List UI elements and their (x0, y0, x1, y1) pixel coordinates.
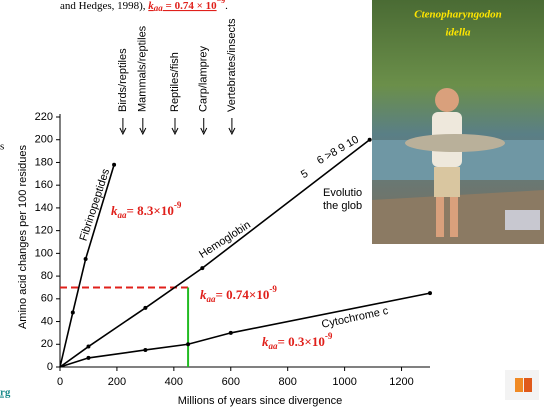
data-point (84, 257, 88, 261)
logo-block (524, 378, 532, 392)
event-label: Mammals/reptiles (137, 25, 149, 112)
annotation-sup: -9 (174, 200, 182, 210)
header: and Hedges, 1998), kaa = 0.74 × 10−9. (60, 0, 228, 13)
photo-box (505, 210, 540, 230)
line-note: Evolutio (323, 187, 362, 199)
x-tick-label: 200 (108, 376, 126, 388)
event-label: Carp/lamprey (198, 45, 210, 112)
series-line (60, 293, 430, 367)
annotation-text: = 0.74×10 (216, 287, 270, 302)
y-tick-label: 180 (35, 156, 53, 168)
x-tick-label: 1000 (332, 376, 356, 388)
rate-annotation: kaa= 0.3×10-9 (262, 331, 333, 351)
y-tick-label: 40 (41, 315, 53, 327)
x-tick-label: 800 (279, 376, 297, 388)
x-axis-label: Millions of years since divergence (178, 395, 342, 407)
photo-fish (405, 134, 505, 152)
rate-annotation: kaa= 8.3×10-9 (111, 200, 182, 220)
data-point (368, 138, 372, 142)
photo-caption: Ctenopharyngodon (414, 9, 501, 21)
page: {"header": {"text": "and Hedges, 1998),"… (0, 0, 544, 408)
photo-leg (436, 197, 444, 237)
photo-shorts (434, 167, 460, 197)
y-tick-label: 0 (47, 361, 53, 373)
data-point (71, 310, 75, 314)
y-tick-label: 20 (41, 338, 53, 350)
link[interactable]: rg (0, 387, 11, 399)
rate-annotation: kaa= 0.74×10-9 (200, 284, 277, 304)
x-tick-label: 0 (57, 376, 63, 388)
line-note: 6 >8 9 10 (315, 134, 361, 167)
y-tick-label: 120 (35, 225, 53, 237)
y-axis-label: Amino acid changes per 100 residues (17, 144, 29, 329)
annotation-text: = 8.3×10 (127, 203, 174, 218)
photo-head (435, 88, 459, 112)
event-label: Vertebrates/insects (226, 18, 238, 112)
side-text: s (0, 141, 4, 153)
data-point (229, 331, 233, 335)
y-tick-label: 200 (35, 134, 53, 146)
header-end: . (225, 0, 228, 12)
data-point (112, 163, 116, 167)
photo-caption: idella (445, 27, 471, 39)
x-tick-label: 600 (222, 376, 240, 388)
y-tick-label: 160 (35, 179, 53, 191)
annotation-text: = 0.3×10 (278, 334, 325, 349)
data-point (143, 306, 147, 310)
annotation-sup: -9 (269, 284, 277, 294)
header-text: and Hedges, 1998), (60, 0, 146, 12)
line-note: 5 (299, 168, 310, 181)
annotation-sup: -9 (325, 331, 333, 341)
y-tick-label: 80 (41, 270, 53, 282)
data-point (428, 291, 432, 295)
photo-leg (450, 197, 458, 237)
header-eq: = 0.74 × 10 (163, 0, 217, 12)
series-label: Fibrinopeptides (78, 167, 113, 243)
x-tick-label: 1200 (389, 376, 413, 388)
line-note: the glob (323, 200, 362, 212)
y-tick-label: 220 (35, 111, 53, 123)
y-tick-label: 100 (35, 247, 53, 259)
photo: Ctenopharyngodon idella (372, 0, 544, 244)
slide: and Hedges, 1998), kaa = 0.74 × 10−9. s … (0, 0, 544, 408)
series-line (60, 165, 114, 367)
data-point (86, 345, 90, 349)
series-label: Hemoglobin (197, 219, 253, 261)
data-point (86, 356, 90, 360)
logo-block (515, 378, 523, 392)
header-sup: −9 (217, 0, 226, 5)
data-point (186, 342, 190, 346)
logo (505, 370, 539, 400)
event-label: Birds/reptiles (117, 48, 129, 112)
data-point (200, 266, 204, 270)
y-tick-label: 60 (41, 293, 53, 305)
y-tick-label: 140 (35, 202, 53, 214)
event-label: Reptiles/fish (169, 52, 181, 112)
x-tick-label: 400 (165, 376, 183, 388)
data-point (143, 348, 147, 352)
